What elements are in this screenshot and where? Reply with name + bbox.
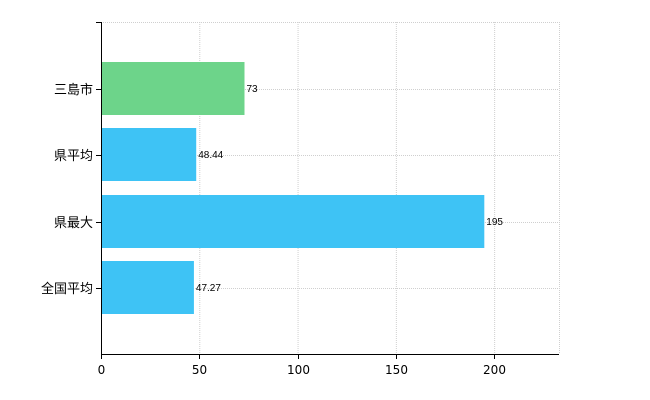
x-tick-label: 150 <box>385 363 408 377</box>
x-tick-label: 0 <box>98 363 106 377</box>
bar <box>101 261 194 314</box>
x-tick-label: 100 <box>287 363 310 377</box>
axes <box>96 22 559 359</box>
x-tick-label: 200 <box>483 363 506 377</box>
data-label: 47.27 <box>196 283 221 294</box>
x-tick-label: 50 <box>192 363 207 377</box>
data-label: 73 <box>246 84 258 95</box>
data-label: 195 <box>486 217 503 228</box>
data-label: 48.44 <box>198 150 223 161</box>
category-label: 県最大 <box>54 216 93 231</box>
category-label: 三島市 <box>54 82 93 98</box>
bars <box>101 62 485 314</box>
bar <box>101 62 245 115</box>
bar <box>101 195 485 248</box>
category-label: 全国平均 <box>41 281 93 297</box>
bar <box>101 128 197 181</box>
category-label: 県平均 <box>54 149 93 164</box>
